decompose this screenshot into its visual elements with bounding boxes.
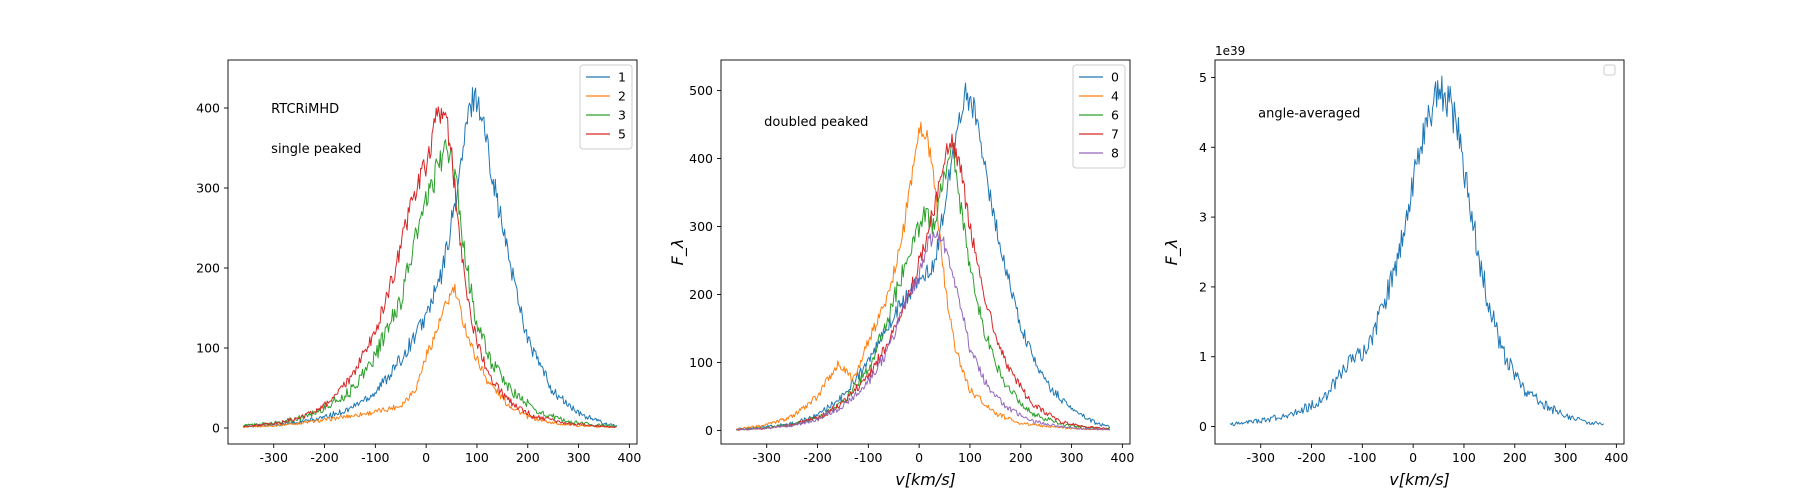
- y-exponent-label: 1e39: [1215, 44, 1245, 58]
- legend-label: 7: [1111, 127, 1119, 142]
- legend: [1603, 64, 1616, 76]
- x-tick-label: -100: [854, 450, 882, 465]
- x-tick-label: 300: [567, 450, 591, 465]
- x-tick-label: 300: [1554, 450, 1578, 465]
- x-tick-label: 400: [1110, 450, 1134, 465]
- x-tick-label: -300: [1247, 450, 1275, 465]
- y-tick-label: 100: [689, 355, 713, 370]
- x-tick-label: 400: [1604, 450, 1628, 465]
- y-tick-label: 300: [689, 219, 713, 234]
- y-tick-label: 200: [689, 287, 713, 302]
- axes-frame: [720, 59, 1131, 445]
- x-tick-label: 0: [1409, 450, 1417, 465]
- y-tick-label: 400: [689, 151, 713, 166]
- series-line-4: [736, 121, 1110, 431]
- chart-panel-left: -300 -200 -100 0 100 200 300 400 0 100 200 300 400 RT…: [196, 59, 641, 465]
- x-tick-label: -200: [310, 450, 338, 465]
- x-axis-label: v[km/s]: [895, 470, 956, 489]
- legend-box: [1603, 64, 1616, 76]
- x-tick-label: 200: [1009, 450, 1033, 465]
- y-tick-label: 5: [1199, 70, 1207, 85]
- y-tick-label: 500: [689, 83, 713, 98]
- chart-panel-middle: -300 -200 -100 0 100 200 300 400 0 100 200 300 400 50…: [668, 59, 1134, 489]
- y-tick-label: 300: [196, 181, 220, 196]
- annotation-text: single peaked: [271, 142, 361, 157]
- x-tick-label: 400: [617, 450, 641, 465]
- y-tick-label: 0: [212, 421, 220, 436]
- y-axis-label: F_λ: [668, 239, 688, 266]
- legend-label: 1: [618, 70, 626, 85]
- y-tick-label: 1: [1199, 349, 1207, 364]
- x-tick-label: 0: [915, 450, 923, 465]
- x-tick-label: 200: [516, 450, 540, 465]
- chart-panel-right: -300 -200 -100 0 100 200 300 400 0 1 2 3 4 5 v[km/s] F_…: [1162, 44, 1628, 489]
- y-axis-label: F_λ: [1162, 239, 1182, 266]
- x-tick-label: 0: [422, 450, 430, 465]
- series-line-3: [242, 139, 617, 428]
- annotation-text: doubled peaked: [764, 115, 868, 130]
- y-tick-label: 100: [196, 341, 220, 356]
- series-line-5: [243, 106, 617, 428]
- series-line-6: [736, 142, 1111, 431]
- y-tick-label: 400: [196, 101, 220, 116]
- series-line-2: [242, 283, 617, 429]
- y-tick-label: 0: [1199, 419, 1207, 434]
- x-tick-label: -100: [361, 450, 389, 465]
- legend-label: 2: [618, 89, 626, 104]
- series-line-7: [736, 133, 1110, 431]
- legend-label: 8: [1111, 146, 1119, 161]
- x-tick-label: -200: [803, 450, 831, 465]
- x-tick-label: 100: [465, 450, 489, 465]
- y-tick-label: 0: [705, 423, 713, 438]
- series-line-1: [242, 87, 617, 428]
- legend-box: [1072, 64, 1126, 169]
- legend-label: 5: [618, 127, 626, 142]
- legend: 1 2 3 5: [579, 64, 633, 150]
- legend-label: 0: [1111, 70, 1119, 85]
- axes-frame: [227, 59, 638, 445]
- x-tick-label: -300: [260, 450, 288, 465]
- x-tick-label: 300: [1060, 450, 1084, 465]
- x-axis-label: v[km/s]: [1389, 470, 1450, 489]
- x-tick-label: -200: [1297, 450, 1325, 465]
- annotation-text: RTCRiMHD: [271, 102, 339, 117]
- y-tick-label: 3: [1199, 210, 1207, 225]
- x-tick-label: 200: [1503, 450, 1527, 465]
- x-tick-label: -300: [753, 450, 781, 465]
- y-tick-label: 2: [1199, 279, 1207, 294]
- legend-label: 4: [1111, 89, 1119, 104]
- axes-frame: [1214, 59, 1625, 445]
- legend-label: 3: [618, 108, 626, 123]
- legend-label: 6: [1111, 108, 1119, 123]
- x-tick-label: -100: [1348, 450, 1376, 465]
- annotation-text: angle-averaged: [1258, 106, 1360, 121]
- legend-box: [579, 64, 633, 150]
- x-tick-label: 100: [1452, 450, 1476, 465]
- series-line-angle-averaged: [1229, 75, 1605, 427]
- legend: 0 4 6 7 8: [1072, 64, 1126, 169]
- y-tick-label: 4: [1199, 140, 1207, 155]
- y-tick-label: 200: [196, 261, 220, 276]
- x-tick-label: 100: [958, 450, 982, 465]
- series-line-8: [736, 230, 1110, 431]
